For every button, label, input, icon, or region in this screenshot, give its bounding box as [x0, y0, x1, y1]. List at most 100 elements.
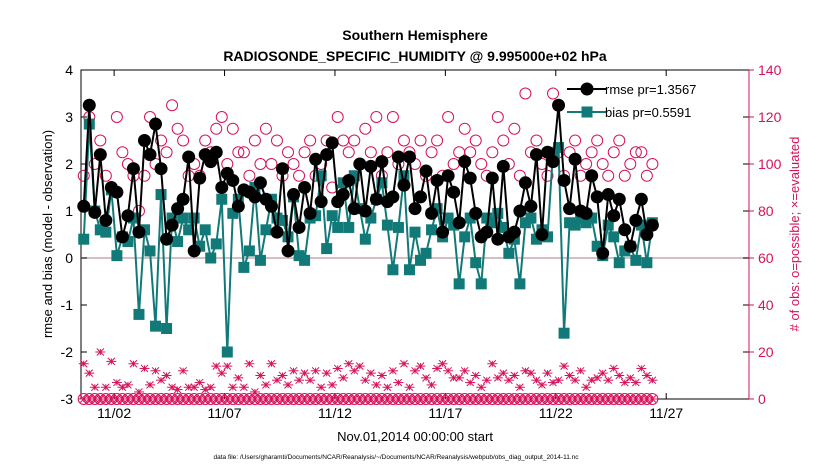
rmse-point — [281, 244, 295, 258]
evaluated-obs-point — [299, 369, 310, 378]
possible-obs-point — [442, 111, 455, 123]
possible-obs-point — [397, 134, 410, 147]
y-axis-right-label: # of obs: o=possible; ×=evaluated — [787, 137, 802, 332]
evaluated-obs-point — [316, 383, 327, 392]
x-axis-label: Nov.01,2014 00:00:00 start — [337, 429, 493, 444]
rmse-point — [231, 199, 245, 213]
bias-point — [194, 240, 206, 252]
bias-point — [475, 278, 487, 290]
evaluated-obs-point — [509, 371, 520, 380]
rmse-point — [634, 192, 648, 206]
rmse-point — [369, 192, 383, 206]
possible-obs-point — [160, 146, 173, 159]
bias-point — [553, 142, 565, 154]
evaluated-obs-point — [614, 371, 625, 380]
possible-obs-point — [287, 158, 300, 170]
possible-obs-point — [342, 146, 355, 159]
evaluated-obs-point — [625, 395, 636, 403]
y-axis-left-label: rmse and bias (model - observation) — [40, 130, 55, 338]
bias-point — [492, 207, 504, 219]
rmse-point — [347, 202, 361, 216]
series-evaluated-obs — [78, 348, 658, 403]
possible-obs-point — [607, 146, 620, 159]
bias-point — [216, 193, 228, 205]
rmse-point — [176, 192, 190, 206]
evaluated-obs-point — [255, 371, 266, 380]
rmse-point — [204, 155, 218, 169]
evaluated-obs-point — [476, 383, 487, 392]
bias-point — [122, 236, 134, 248]
x-axis: 11/02 11/07 11/12 11/17 11/22 11/27 — [97, 70, 683, 421]
possible-obs-point — [199, 134, 212, 147]
bias-point — [321, 243, 333, 255]
evaluated-obs-point — [139, 364, 150, 373]
rmse-point — [82, 98, 96, 112]
y-tick-label-right: 0 — [758, 391, 766, 407]
y-tick-label-left: 2 — [65, 156, 73, 172]
chart-title-line1: Southern Hemisphere — [342, 27, 488, 43]
bias-point — [150, 320, 162, 332]
possible-obs-point — [530, 134, 543, 147]
rmse-point — [529, 148, 543, 162]
evaluated-obs-point — [647, 376, 658, 385]
bias-point — [111, 250, 123, 262]
possible-obs-point — [99, 169, 112, 182]
bias-point — [326, 210, 338, 222]
legend-rmse-marker — [580, 82, 594, 96]
rmse-point — [121, 209, 135, 223]
rmse-point — [215, 181, 229, 194]
rmse-point — [469, 206, 483, 220]
evaluated-obs-point — [227, 383, 238, 392]
evaluated-obs-point — [410, 366, 420, 375]
possible-obs-point — [596, 158, 609, 170]
rmse-point — [518, 176, 532, 190]
rmse-point — [557, 173, 571, 187]
rmse-point — [137, 134, 151, 147]
rmse-point — [645, 218, 659, 232]
possible-obs-point — [547, 87, 560, 100]
bias-point — [243, 245, 255, 257]
evaluated-obs-point — [371, 381, 382, 389]
possible-obs-point — [364, 146, 377, 159]
rmse-point — [264, 199, 278, 213]
y-tick-label-right: 60 — [758, 250, 774, 266]
evaluated-obs-point — [387, 395, 398, 403]
bias-point — [569, 219, 581, 231]
y-tick-label-left: 1 — [65, 203, 73, 219]
bias-point — [591, 240, 603, 252]
evaluated-obs-point — [260, 381, 271, 389]
rmse-point — [447, 185, 461, 199]
possible-obs-point — [259, 122, 272, 135]
y-tick-label-left: -3 — [61, 391, 74, 407]
evaluated-obs-point — [354, 395, 365, 403]
bias-point — [392, 221, 404, 233]
bias-point — [503, 247, 515, 259]
rmse-point — [253, 176, 267, 190]
possible-obs-point — [585, 146, 598, 159]
bias-point — [602, 219, 614, 231]
bias-point — [332, 221, 344, 233]
evaluated-obs-point — [514, 383, 525, 392]
evaluated-obs-point — [233, 395, 244, 403]
bias-point — [260, 224, 272, 236]
rmse-point — [187, 244, 201, 258]
bias-point — [277, 214, 289, 226]
bias-point — [172, 236, 184, 248]
possible-obs-point — [519, 87, 532, 100]
evaluated-obs-point — [647, 395, 658, 403]
rmse-point — [540, 145, 554, 159]
possible-obs-point — [304, 134, 317, 147]
possible-obs-point — [640, 169, 653, 182]
evaluated-obs-point — [437, 395, 448, 403]
evaluated-obs-point — [415, 362, 426, 370]
y-tick-label-left: 4 — [65, 62, 73, 78]
evaluated-obs-point — [564, 371, 575, 380]
rmse-point — [596, 246, 610, 260]
rmse-point — [480, 225, 494, 239]
bias-point — [271, 212, 283, 224]
rmse-point — [320, 148, 334, 162]
bias-point — [365, 212, 377, 224]
bias-point — [426, 224, 438, 236]
x-tick-label: 11/27 — [649, 405, 683, 421]
evaluated-obs-point — [156, 376, 167, 385]
